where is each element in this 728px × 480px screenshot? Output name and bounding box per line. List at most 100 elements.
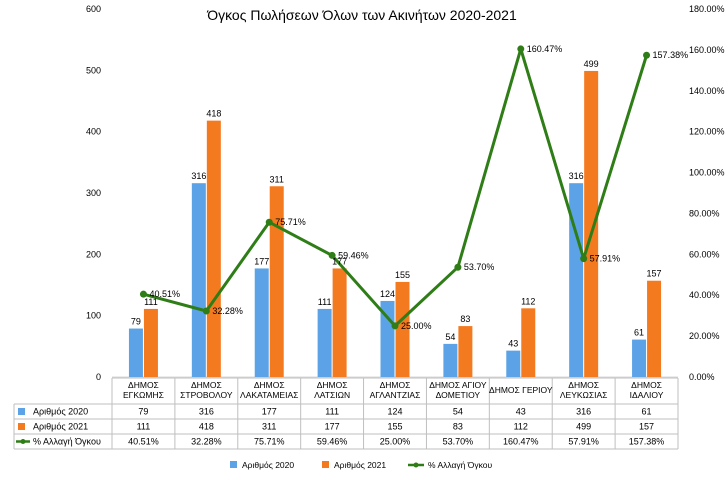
left-tick-label: 400 xyxy=(86,127,101,137)
change-point xyxy=(202,307,210,315)
chart-title: Όγκος Πωλήσεων Όλων των Ακινήτων 2020-20… xyxy=(206,7,517,23)
change-point-label: 160.47% xyxy=(527,44,563,54)
right-tick-label: 100.00% xyxy=(689,168,725,178)
right-tick-label: 0.00% xyxy=(689,372,715,382)
bar-2021-label: 311 xyxy=(270,174,284,184)
bar-2021 xyxy=(395,281,410,377)
change-point-label: 40.51% xyxy=(149,289,180,299)
table-row-header: % Αλλαγή Όγκου xyxy=(33,437,101,447)
legend-entry: Αριθμός 2020 xyxy=(242,460,294,470)
right-tick-label: 140.00% xyxy=(689,86,725,96)
table-cell: 25.00% xyxy=(380,437,411,447)
change-point xyxy=(517,45,525,53)
legend-entry: % Αλλαγή Όγκου xyxy=(428,460,492,470)
bar-2021-label: 111 xyxy=(144,297,158,307)
left-tick-label: 500 xyxy=(86,65,101,75)
bar-2021 xyxy=(269,186,284,377)
bar-2020 xyxy=(191,183,206,377)
table-cell: 157 xyxy=(639,422,654,432)
category-label: ΔΗΜΟΣ ΑΓΙΟΥ ΔΟΜΕΤΙΟΥ xyxy=(429,380,487,400)
table-cell: 124 xyxy=(387,407,402,417)
bar-2021-label: 177 xyxy=(332,256,347,266)
change-point xyxy=(391,322,399,330)
bar-2021-label: 155 xyxy=(395,270,410,280)
legend-marker xyxy=(413,462,419,468)
category-label: ΔΗΜΟΣ ΛΑΤΣΙΩΝ xyxy=(314,380,350,400)
table-cell: 160.47% xyxy=(503,437,539,447)
left-tick-label: 0 xyxy=(96,372,101,382)
table-cell: 75.71% xyxy=(254,437,285,447)
category-label: ΔΗΜΟΣ ΕΓΚΩΜΗΣ xyxy=(123,380,164,400)
bar-2021-label: 499 xyxy=(584,59,599,69)
table-cell: 157.38% xyxy=(629,437,665,447)
table-cell: 316 xyxy=(199,407,214,417)
bar-2021-label: 157 xyxy=(647,269,662,279)
bar-2020-label: 124 xyxy=(380,289,395,299)
table-row-header: Αριθμός 2021 xyxy=(33,422,88,432)
change-point xyxy=(580,255,588,263)
table-row-header: Αριθμός 2020 xyxy=(33,407,88,417)
change-point-label: 157.38% xyxy=(653,50,689,60)
table-cell: 59.46% xyxy=(317,437,348,447)
left-tick-label: 200 xyxy=(86,249,101,259)
table-cell: 499 xyxy=(576,422,591,432)
right-tick-label: 40.00% xyxy=(689,290,720,300)
bar-2021-label: 112 xyxy=(521,296,535,306)
table-cell: 57.91% xyxy=(568,437,599,447)
bar-2020 xyxy=(128,328,143,377)
bar-2020-label: 43 xyxy=(508,339,518,349)
change-point xyxy=(139,290,147,298)
change-point-label: 32.28% xyxy=(212,306,243,316)
bar-2020 xyxy=(254,268,269,377)
table-cell: 155 xyxy=(387,422,402,432)
change-line xyxy=(139,45,651,330)
bar-2021 xyxy=(458,326,473,377)
bar-2021 xyxy=(521,308,536,377)
legend: Αριθμός 2020 Αριθμός 2021 % Αλλαγή Όγκου xyxy=(230,460,492,470)
bar-2021-label: 83 xyxy=(460,314,470,324)
right-tick-label: 180.00% xyxy=(689,4,725,14)
table-cell: 32.28% xyxy=(191,437,222,447)
bars xyxy=(128,70,662,378)
table-cell: 316 xyxy=(576,407,591,417)
bar-2020-label: 316 xyxy=(191,171,206,181)
change-point-label: 53.70% xyxy=(464,262,495,272)
change-point-label: 57.91% xyxy=(590,254,621,264)
change-point xyxy=(454,263,462,271)
table-cell: 111 xyxy=(137,422,151,432)
table-key-swatch xyxy=(18,423,25,430)
category-label: ΔΗΜΟΣ ΙΔΑΛΙΟΥ xyxy=(630,380,664,400)
bar-2020-label: 177 xyxy=(254,256,269,266)
left-tick-label: 300 xyxy=(86,188,101,198)
bar-2021 xyxy=(143,308,158,377)
change-point-label: 75.71% xyxy=(275,217,306,227)
bar-2021 xyxy=(206,120,221,378)
table-cell: 40.51% xyxy=(128,437,159,447)
bar-2020-label: 316 xyxy=(569,171,584,181)
change-point-label: 25.00% xyxy=(401,321,432,331)
right-tick-label: 80.00% xyxy=(689,208,720,218)
bar-2020-label: 111 xyxy=(318,297,332,307)
table-cell: 112 xyxy=(514,422,528,432)
bar-2020-label: 61 xyxy=(634,328,644,338)
change-point xyxy=(328,251,336,259)
bar-2021 xyxy=(647,280,662,377)
right-tick-label: 160.00% xyxy=(689,45,725,55)
right-tick-label: 60.00% xyxy=(689,249,720,259)
right-tick-label: 120.00% xyxy=(689,127,725,137)
category-label: ΔΗΜΟΣ ΛΑΚΑΤΑΜΕΙΑΣ xyxy=(240,380,298,400)
table-cell: 79 xyxy=(138,407,148,417)
bar-2020 xyxy=(506,350,521,377)
category-label: ΔΗΜΟΣ ΣΤΡΟΒΟΛΟΥ xyxy=(180,380,233,400)
bar-2020 xyxy=(632,339,647,377)
right-tick-label: 20.00% xyxy=(689,331,720,341)
change-point-label: 59.46% xyxy=(338,250,369,260)
bar-2020-label: 54 xyxy=(445,332,455,342)
table-cell: 418 xyxy=(199,422,214,432)
table-cell: 54 xyxy=(453,407,463,417)
change-point xyxy=(265,218,273,226)
table-cell: 177 xyxy=(262,407,277,417)
category-label: ΔΗΜΟΣ ΓΕΡΙΟΥ xyxy=(489,385,553,395)
bar-2020 xyxy=(569,183,584,377)
